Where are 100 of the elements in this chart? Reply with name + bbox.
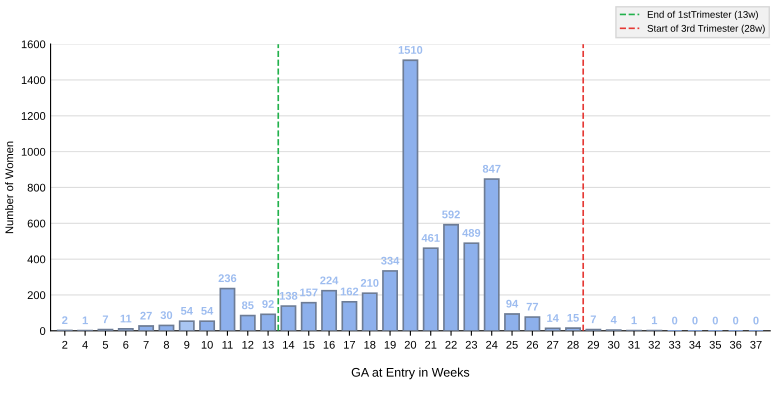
y-tick-label: 400 [27, 255, 46, 264]
data-label: 15 [568, 314, 579, 322]
x-tick-label: 37 [750, 340, 762, 349]
x-tick-label: 21 [425, 340, 436, 349]
x-tick-label: 7 [144, 340, 149, 349]
data-label: 236 [218, 274, 236, 282]
x-tick-label: 11 [222, 340, 233, 349]
y-tick-label: 1400 [22, 76, 46, 84]
x-tick-label: 9 [184, 340, 190, 349]
bar [260, 314, 276, 331]
bar [402, 59, 418, 331]
bar [443, 224, 460, 331]
bar [544, 327, 561, 331]
data-label: 14 [547, 314, 559, 322]
data-label: 1510 [398, 46, 422, 54]
data-label: 0 [692, 316, 698, 324]
x-tick-label: 6 [123, 340, 128, 349]
x-tick-label: 35 [710, 340, 722, 349]
data-label: 77 [526, 302, 538, 311]
data-label: 1 [82, 316, 88, 324]
data-label: 2 [62, 316, 68, 324]
bar [158, 324, 174, 331]
bar [341, 300, 358, 331]
bar [362, 292, 378, 331]
data-label: 54 [180, 307, 193, 315]
x-tick-label: 32 [648, 340, 660, 349]
x-axis-title: GA at Entry in Weeks [352, 368, 470, 380]
y-tick-label: 1200 [22, 112, 46, 120]
x-tick-label: 28 [567, 340, 579, 349]
data-label: 85 [242, 301, 254, 310]
data-label: 157 [300, 288, 318, 296]
data-label: 210 [360, 278, 379, 287]
x-tick-label: 24 [486, 340, 498, 349]
data-label: 1 [632, 316, 637, 324]
bar [178, 320, 195, 331]
x-tick-label: 25 [506, 340, 518, 349]
x-tick-label: 5 [102, 340, 108, 349]
data-label: 138 [280, 292, 298, 300]
x-tick-label: 34 [689, 340, 701, 349]
data-label: 0 [733, 316, 738, 324]
data-label: 0 [712, 316, 718, 324]
data-label: 162 [340, 288, 358, 296]
data-label: 592 [442, 210, 460, 218]
x-tick-label: 20 [404, 340, 416, 349]
x-tick-label: 8 [164, 340, 170, 349]
x-tick-label: 17 [344, 340, 356, 349]
x-tick-label: 36 [730, 340, 742, 349]
x-tick-label: 22 [445, 340, 457, 349]
x-tick-label: 2 [62, 340, 68, 349]
bar [321, 290, 338, 331]
x-tick-label: 15 [303, 340, 314, 349]
legend-label: End of 1stTrimester (13w) [648, 10, 758, 20]
data-label: 7 [590, 315, 596, 324]
data-label: 224 [320, 276, 338, 284]
data-label: 461 [422, 234, 440, 242]
x-tick-label: 13 [262, 340, 274, 349]
x-tick-label: 26 [526, 340, 538, 349]
data-label: 7 [102, 315, 108, 324]
data-label: 4 [610, 316, 617, 324]
x-tick-label: 10 [202, 340, 213, 349]
data-label: 11 [120, 314, 132, 322]
bar [300, 302, 317, 331]
bar [504, 313, 520, 331]
y-tick-label: 0 [40, 327, 46, 335]
x-tick-label: 14 [283, 340, 294, 349]
x-tick-label: 33 [668, 340, 680, 349]
data-label: 54 [201, 307, 214, 315]
data-label: 27 [140, 312, 152, 320]
y-tick-label: 600 [28, 220, 46, 228]
y-tick-label: 1000 [22, 148, 46, 156]
bar [422, 247, 439, 331]
y-axis-title: Number of Women [5, 142, 14, 234]
bar [524, 316, 540, 331]
x-tick-label: 27 [547, 340, 558, 349]
x-tick-label: 16 [324, 340, 335, 349]
legend-label: Start of 3rd Trimester (28w) [647, 24, 765, 34]
x-tick-label: 29 [588, 340, 600, 349]
bar [484, 178, 500, 331]
data-label: 1 [652, 316, 658, 324]
x-tick-label: 12 [242, 340, 254, 349]
data-label: 334 [381, 256, 400, 265]
data-label: 847 [482, 164, 500, 173]
y-tick-label: 800 [28, 184, 46, 192]
data-label: 92 [262, 300, 274, 308]
data-label: 489 [462, 228, 480, 237]
bar [280, 305, 296, 331]
x-tick-label: 4 [82, 340, 88, 349]
data-label: 0 [672, 316, 678, 324]
x-tick-label: 30 [608, 340, 620, 349]
bar [199, 320, 216, 331]
bar [138, 325, 154, 331]
bar [463, 242, 480, 331]
y-tick-label: 1600 [22, 40, 46, 48]
x-tick-label: 18 [364, 340, 376, 349]
x-tick-label: 23 [466, 340, 478, 349]
bar [219, 288, 236, 331]
x-tick-label: 19 [384, 340, 396, 349]
x-tick-label: 31 [628, 340, 640, 349]
bar [382, 270, 398, 331]
data-label: 94 [506, 300, 518, 308]
